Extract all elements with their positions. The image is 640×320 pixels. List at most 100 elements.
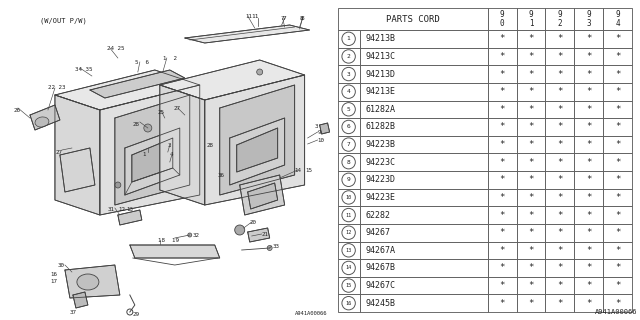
Bar — [574, 153, 603, 171]
Text: 16: 16 — [346, 301, 352, 306]
Bar — [488, 259, 516, 277]
Circle shape — [342, 156, 355, 169]
Bar — [488, 48, 516, 65]
Text: *: * — [586, 123, 591, 132]
Text: 28: 28 — [207, 143, 214, 148]
Text: 94267C: 94267C — [365, 281, 396, 290]
Bar — [574, 48, 603, 65]
Bar — [516, 48, 545, 65]
Bar — [488, 224, 516, 242]
Bar — [516, 224, 545, 242]
Text: (W/OUT P/W): (W/OUT P/W) — [40, 18, 86, 25]
Text: *: * — [615, 175, 620, 184]
Bar — [338, 100, 360, 118]
Text: *: * — [529, 246, 534, 255]
Circle shape — [188, 233, 192, 237]
Text: 8: 8 — [347, 160, 351, 165]
Bar — [516, 65, 545, 83]
Bar — [603, 48, 632, 65]
Text: *: * — [500, 158, 505, 167]
Polygon shape — [118, 210, 142, 225]
Text: *: * — [557, 211, 563, 220]
Bar — [603, 294, 632, 312]
Bar — [545, 242, 574, 259]
Bar — [545, 259, 574, 277]
Text: 9
3: 9 3 — [586, 10, 591, 28]
Text: *: * — [586, 299, 591, 308]
Text: 9: 9 — [347, 177, 351, 182]
Text: *: * — [615, 123, 620, 132]
Text: *: * — [500, 211, 505, 220]
Text: 15: 15 — [346, 283, 352, 288]
Bar — [603, 100, 632, 118]
Bar — [545, 171, 574, 188]
Text: A941A00066: A941A00066 — [595, 309, 637, 315]
Circle shape — [342, 279, 355, 292]
Ellipse shape — [35, 117, 49, 127]
Circle shape — [257, 69, 262, 75]
Bar — [545, 224, 574, 242]
Text: 33: 33 — [273, 244, 280, 249]
Text: 9
2: 9 2 — [557, 10, 562, 28]
Text: *: * — [557, 123, 563, 132]
Bar — [516, 136, 545, 153]
Bar — [545, 153, 574, 171]
Text: *: * — [500, 69, 505, 79]
Text: *: * — [615, 281, 620, 290]
Text: 7: 7 — [347, 142, 351, 147]
Text: *: * — [557, 246, 563, 255]
Bar — [338, 48, 360, 65]
Circle shape — [342, 297, 355, 310]
Text: 7: 7 — [283, 15, 287, 20]
Bar — [603, 171, 632, 188]
Text: *: * — [615, 52, 620, 61]
Bar — [574, 206, 603, 224]
Text: 21: 21 — [262, 232, 269, 237]
Text: *: * — [500, 263, 505, 272]
Polygon shape — [132, 138, 173, 182]
Bar — [488, 188, 516, 206]
Bar — [488, 100, 516, 118]
Text: 12: 12 — [118, 207, 125, 212]
Circle shape — [342, 50, 355, 63]
Bar — [516, 118, 545, 136]
Text: *: * — [586, 158, 591, 167]
Text: 94213D: 94213D — [365, 69, 396, 79]
Bar — [603, 83, 632, 100]
Text: *: * — [586, 69, 591, 79]
Text: *: * — [615, 140, 620, 149]
Text: *: * — [586, 246, 591, 255]
Bar — [545, 277, 574, 294]
Circle shape — [342, 85, 355, 98]
Circle shape — [342, 32, 355, 45]
Circle shape — [342, 226, 355, 239]
Text: 6: 6 — [347, 124, 351, 129]
Text: 2: 2 — [347, 54, 351, 59]
Text: *: * — [615, 211, 620, 220]
Polygon shape — [100, 85, 200, 215]
Text: 1: 1 — [143, 152, 147, 157]
Bar — [488, 136, 516, 153]
Text: 15: 15 — [306, 168, 312, 173]
Polygon shape — [237, 128, 278, 172]
Text: 5: 5 — [347, 107, 351, 112]
Text: 94213C: 94213C — [365, 52, 396, 61]
Bar — [574, 118, 603, 136]
Text: 37: 37 — [70, 310, 77, 315]
Text: *: * — [557, 263, 563, 272]
Bar — [360, 118, 488, 136]
Text: 17: 17 — [50, 279, 57, 284]
Bar — [338, 153, 360, 171]
Text: 24 25: 24 25 — [107, 46, 124, 51]
Text: *: * — [500, 87, 505, 96]
Polygon shape — [240, 175, 285, 215]
Text: 3: 3 — [168, 143, 172, 148]
Bar — [360, 259, 488, 277]
Bar — [574, 188, 603, 206]
Text: 20: 20 — [250, 220, 257, 225]
Text: A941A00066: A941A00066 — [295, 311, 328, 316]
Polygon shape — [248, 228, 269, 242]
Bar — [488, 277, 516, 294]
Bar — [516, 259, 545, 277]
Bar — [338, 65, 360, 83]
